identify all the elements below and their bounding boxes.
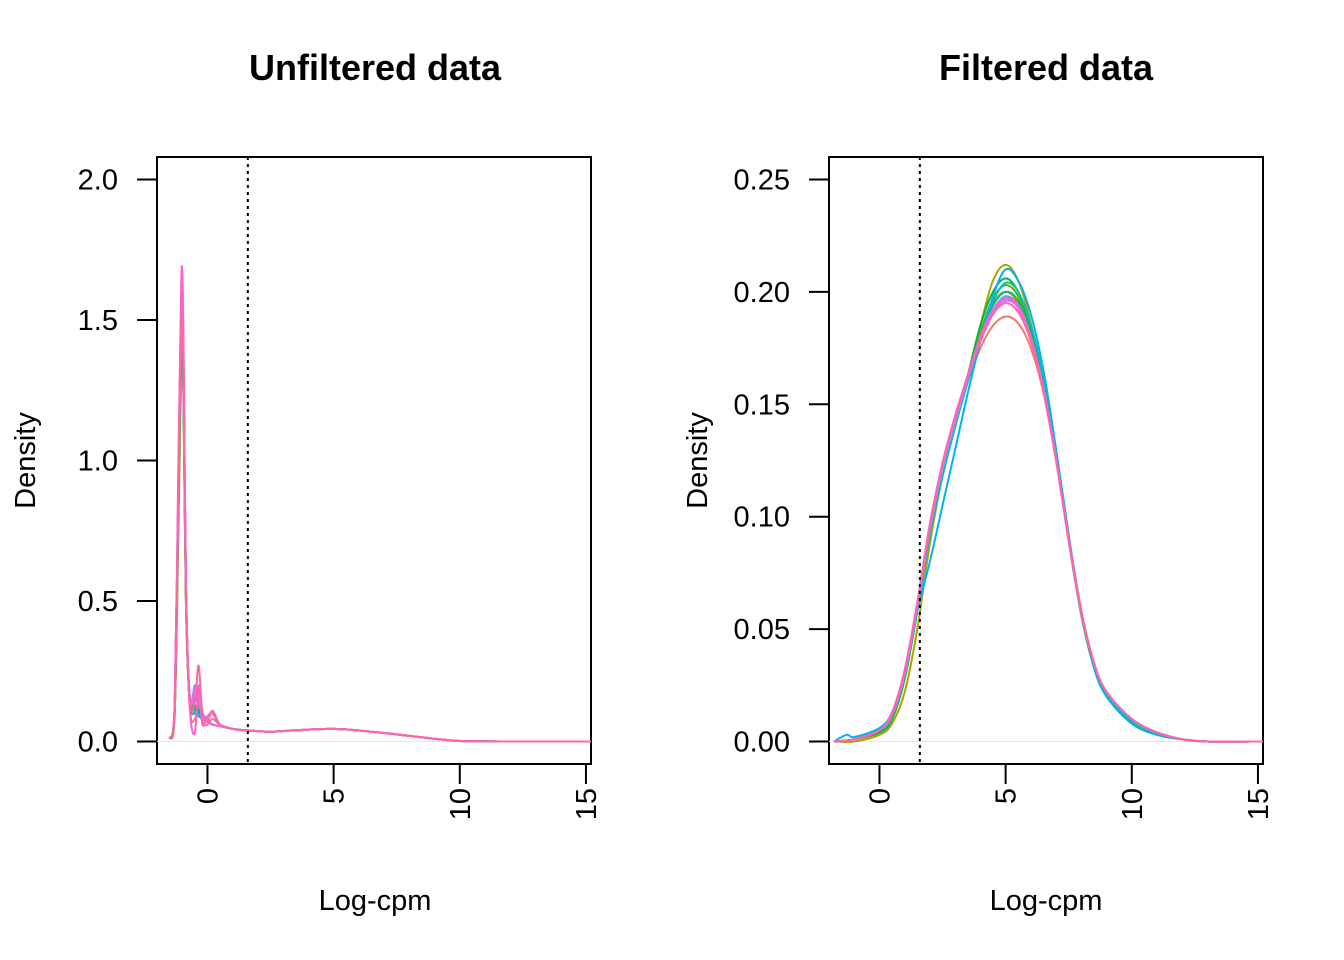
y-tick-label: 1.0 xyxy=(78,446,118,478)
density-line-sample-1 xyxy=(168,295,592,743)
y-tick-label: 2.0 xyxy=(78,164,118,196)
x-tick-label: 5 xyxy=(991,788,1023,804)
x-tick-label: 10 xyxy=(445,788,477,820)
density-line-sample-7 xyxy=(833,281,1264,743)
density-line-sample-5 xyxy=(833,277,1264,743)
density-line-sample-6 xyxy=(833,290,1264,743)
density-line-sample-13 xyxy=(168,305,592,743)
density-line-sample-11 xyxy=(833,297,1264,743)
y-tick-label: 0.25 xyxy=(734,164,790,196)
x-tick-label: 0 xyxy=(864,788,896,804)
density-line-sample-4 xyxy=(833,284,1264,743)
x-axis-label: Log-cpm xyxy=(319,885,432,917)
density-line-sample-8 xyxy=(168,280,592,743)
density-line-sample-9 xyxy=(833,295,1264,743)
chart-panel-1: Unfiltered data 0.0 0.5 1.0 1.5 2.0 0 5 10 15 Log-… xyxy=(10,47,603,917)
density-line-sample-3 xyxy=(833,263,1264,743)
chart-panel-2: Filtered data 0.00 0.05 0.10 0.15 0.20 0.25 0 5 1… xyxy=(682,47,1275,917)
density-line-sample-10 xyxy=(833,299,1264,743)
x-tick-label: 5 xyxy=(319,788,351,804)
plot-frame xyxy=(828,156,1264,765)
density-line-sample-4 xyxy=(168,322,592,743)
density-line-sample-12 xyxy=(168,265,592,743)
y-tick-label: 1.5 xyxy=(78,305,118,337)
y-tick-label: 0.10 xyxy=(734,502,790,534)
density-line-sample-9 xyxy=(168,288,592,743)
chart-title: Filtered data xyxy=(939,47,1154,88)
y-tick-label: 0.5 xyxy=(78,586,118,618)
y-tick-label: 0.05 xyxy=(734,614,790,646)
x-tick-label: 10 xyxy=(1117,788,1149,820)
y-axis-label: Density xyxy=(10,412,42,509)
density-line-sample-12 xyxy=(833,297,1264,743)
x-axis-label: Log-cpm xyxy=(990,885,1103,917)
x-tick-label: 15 xyxy=(571,788,603,820)
y-tick-label: 0.00 xyxy=(734,727,790,759)
y-tick-label: 0.0 xyxy=(78,727,118,759)
density-line-sample-7 xyxy=(168,299,592,743)
density-line-sample-3 xyxy=(168,340,592,743)
y-tick-label: 0.15 xyxy=(734,389,790,421)
x-tick-label: 15 xyxy=(1243,788,1275,820)
density-line-sample-13 xyxy=(833,302,1264,743)
y-axis-label: Density xyxy=(682,412,714,509)
density-line-sample-8 xyxy=(833,267,1264,743)
density-line-sample-5 xyxy=(168,327,592,743)
density-line-sample-11 xyxy=(168,271,592,743)
x-tick-label: 0 xyxy=(192,788,224,804)
plot-frame xyxy=(156,156,592,765)
density-line-sample-10 xyxy=(168,293,592,743)
density-line-sample-1 xyxy=(833,315,1264,743)
chart-title: Unfiltered data xyxy=(249,47,502,88)
density-line-sample-2 xyxy=(833,290,1264,743)
density-line-sample-6 xyxy=(168,310,592,743)
y-tick-label: 0.20 xyxy=(734,277,790,309)
density-line-sample-2 xyxy=(168,311,592,743)
